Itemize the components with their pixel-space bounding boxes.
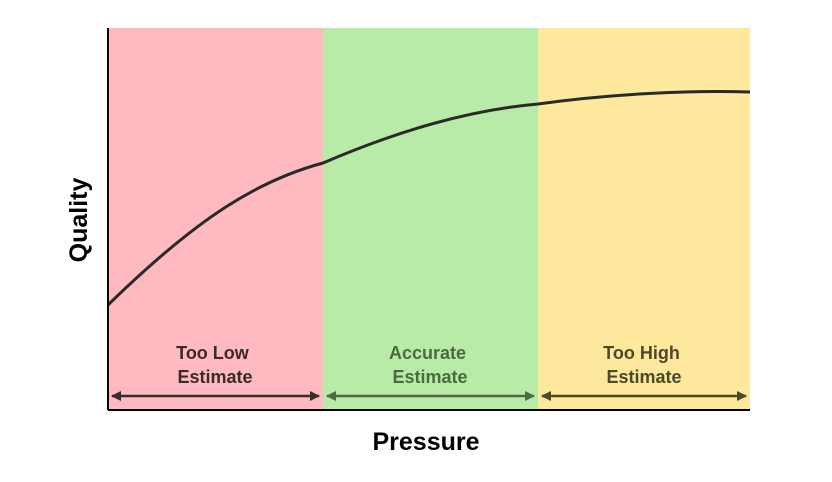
zone-too-high-label: Too High Estimate	[603, 343, 685, 387]
zone-too-high-line1: Too High	[603, 343, 680, 363]
x-axis-title: Pressure	[372, 428, 479, 456]
zone-too-low-label: Too Low Estimate	[176, 343, 254, 387]
zone-accurate-line1: Accurate	[389, 343, 466, 363]
y-axis-title: Quality	[65, 178, 93, 263]
zone-accurate-label: Accurate Estimate	[389, 343, 471, 387]
quality-curve	[106, 90, 751, 307]
zone-accurate-line2: Estimate	[392, 367, 467, 387]
zone-too-low-line1: Too Low	[176, 343, 250, 363]
zone-accurate-background	[323, 28, 538, 410]
zone-too-low-line2: Estimate	[177, 367, 252, 387]
zone-too-high-line2: Estimate	[606, 367, 681, 387]
zone-too-low-background	[108, 28, 323, 410]
